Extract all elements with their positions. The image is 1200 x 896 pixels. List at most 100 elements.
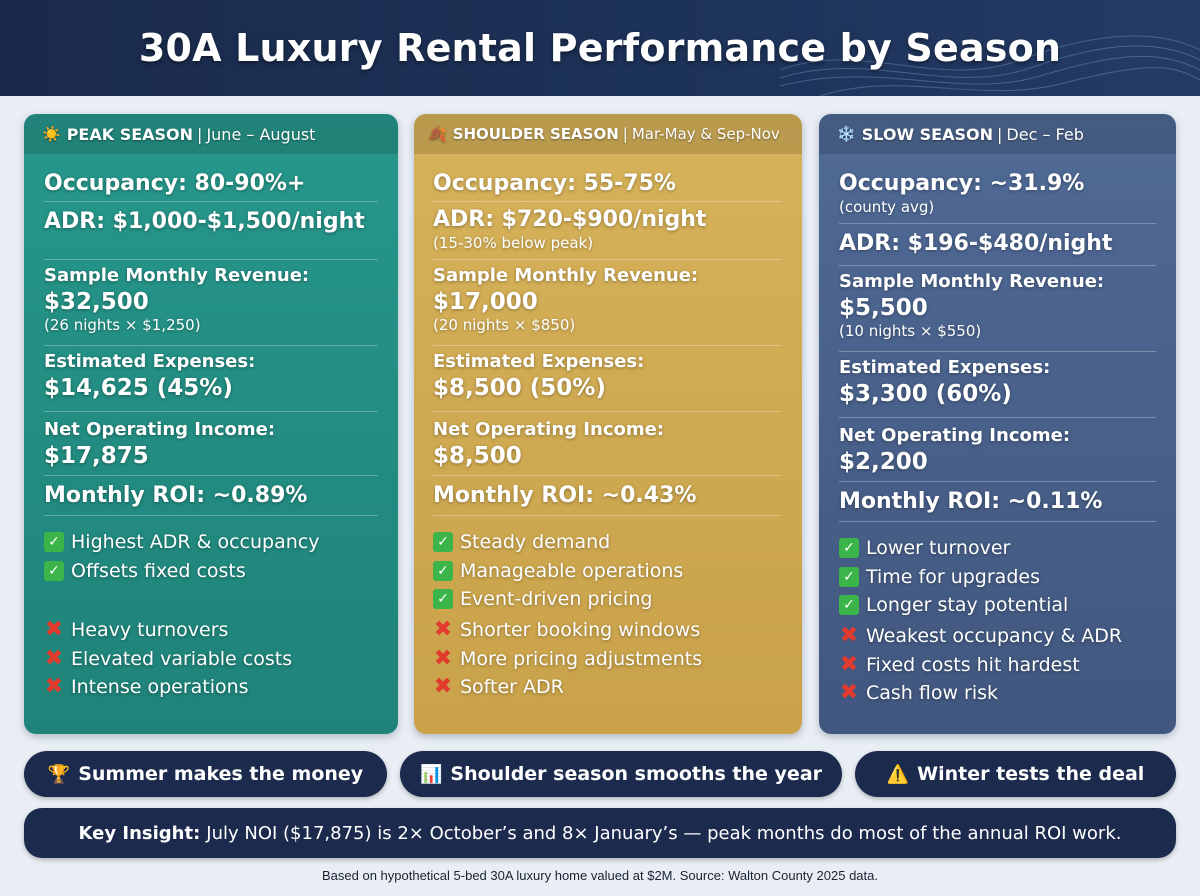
header-banner: 30A Luxury Rental Performance by Season [0,0,1200,96]
list-item: ✖ Cash flow risk [839,680,999,705]
expenses: Estimated Expenses: $3,300 (60%) [839,352,1156,418]
expenses-label: Estimated Expenses: [44,351,256,372]
sun-icon: ☀️ [42,125,61,143]
revenue-value: $32,500 [44,289,149,315]
revenue-label: Sample Monthly Revenue: [839,271,1105,292]
leaf-icon: 🍂 [428,125,447,143]
bar-chart-icon: 📊 [419,763,443,785]
noi-label: Net Operating Income: [44,419,276,440]
pros-list: ✓ Highest ADR & occupancy ✓ Offsets fixed … [44,516,378,612]
cons-list: ✖ Heavy turnovers ✖ Elevated variable cost… [44,612,378,702]
separator: | [997,124,1003,144]
season-name: PEAK SEASON [66,124,194,144]
card-header: ☀️ PEAK SEASON | June – August [24,114,398,154]
takeaway-pills: 🏆 Summer makes the money 📊 Shoulder seas… [24,751,1176,797]
cross-icon: ✖ [433,617,453,642]
cross-icon: ✖ [839,680,859,705]
adr: ADR: $720-$900/night (15-30% below peak) [433,202,782,260]
noi-value: $17,875 [44,443,149,469]
net-operating-income: Net Operating Income: $8,500 [433,412,782,476]
takeaway-summer: 🏆 Summer makes the money [24,751,387,797]
revenue-value: $17,000 [433,289,538,315]
cross-icon: ✖ [433,674,453,699]
monthly-revenue: Sample Monthly Revenue: $32,500 (26 nigh… [44,260,378,346]
expenses: Estimated Expenses: $14,625 (45%) [44,346,378,412]
pros-list: ✓ Lower turnover ✓ Time for upgrades ✓ Long… [839,522,1156,618]
list-item: ✖ More pricing adjustments [433,645,703,671]
occupancy-note: (county avg) [839,198,935,216]
revenue-value: $5,500 [839,295,928,321]
cross-icon: ✖ [44,645,64,671]
list-item: ✖ Weakest occupancy & ADR [839,623,1123,648]
occupancy: Occupancy: ~31.9% (county avg) [839,166,1156,224]
list-item: ✖ Fixed costs hit hardest [839,651,1080,677]
shoulder-season-card: 🍂 SHOULDER SEASON | Mar-May & Sep-Nov Oc… [414,114,802,734]
cross-icon: ✖ [433,645,453,671]
adr: ADR: $1,000-$1,500/night [44,202,378,260]
card-header: 🍂 SHOULDER SEASON | Mar-May & Sep-Nov [414,114,802,154]
revenue-label: Sample Monthly Revenue: [44,265,310,286]
monthly-revenue: Sample Monthly Revenue: $5,500 (10 night… [839,266,1156,352]
cross-icon: ✖ [839,651,859,677]
check-icon: ✓ [433,589,453,610]
list-item: ✓ Offsets fixed costs [44,557,378,586]
insight-label: Key Insight: [78,822,201,844]
separator: | [197,124,203,144]
check-icon: ✓ [433,560,453,581]
expenses: Estimated Expenses: $8,500 (50%) [433,346,782,412]
check-icon: ✓ [839,595,859,616]
net-operating-income: Net Operating Income: $2,200 [839,418,1156,482]
monthly-roi: Monthly ROI: ~0.11% [839,482,1156,522]
monthly-revenue: Sample Monthly Revenue: $17,000 (20 nigh… [433,260,782,346]
cons-list: ✖ Shorter booking windows ✖ More pricing a… [433,612,782,702]
list-item: ✓ Manageable operations [433,557,782,586]
page-title: 30A Luxury Rental Performance by Season [138,26,1062,70]
key-insight-banner: Key Insight: July NOI ($17,875) is 2× Oc… [24,808,1176,858]
check-icon: ✓ [433,532,453,553]
adr-note: (15-30% below peak) [433,234,594,252]
noi-label: Net Operating Income: [433,419,665,440]
takeaway-shoulder: 📊 Shoulder season smooths the year [400,751,842,797]
monthly-roi: Monthly ROI: ~0.43% [433,476,782,516]
pros-list: ✓ Steady demand ✓ Manageable operations ✓ E… [433,516,782,612]
noi-value: $8,500 [433,443,522,469]
net-operating-income: Net Operating Income: $17,875 [44,412,378,476]
season-cards: ☀️ PEAK SEASON | June – August Occupancy… [24,114,1176,734]
card-header: ❄️ SLOW SEASON | Dec – Feb [819,114,1176,154]
list-item: ✖ Intense operations [44,674,249,699]
revenue-note: (10 nights × $550) [839,322,982,340]
monthly-roi: Monthly ROI: ~0.89% [44,476,378,516]
footer-note: Based on hypothetical 5-bed 30A luxury h… [322,868,878,883]
peak-season-card: ☀️ PEAK SEASON | June – August Occupancy… [24,114,398,734]
cross-icon: ✖ [44,674,64,699]
slow-season-card: ❄️ SLOW SEASON | Dec – Feb Occupancy: ~3… [819,114,1176,734]
list-item: ✓ Lower turnover [839,534,1156,563]
list-item: ✓ Event-driven pricing [433,585,782,614]
cons-list: ✖ Weakest occupancy & ADR ✖ Fixed costs hi… [839,618,1156,708]
list-item: ✓ Time for upgrades [839,563,1156,592]
check-icon: ✓ [839,538,859,559]
list-item: ✓ Longer stay potential [839,591,1156,620]
warning-icon: ⚠️ [886,763,910,785]
adr: ADR: $196-$480/night [839,224,1156,266]
noi-value: $2,200 [839,449,928,475]
list-item: ✖ Elevated variable costs [44,645,293,671]
season-name: SLOW SEASON [861,124,994,144]
list-item: ✖ Softer ADR [433,674,564,699]
revenue-label: Sample Monthly Revenue: [433,265,699,286]
expenses-value: $8,500 (50%) [433,375,606,401]
check-icon: ✓ [44,560,64,581]
separator: | [622,125,628,143]
list-item: ✖ Heavy turnovers [44,617,229,642]
list-item: ✓ Steady demand [433,528,782,557]
occupancy: Occupancy: 80-90%+ [44,166,378,202]
takeaway-winter: ⚠️ Winter tests the deal [855,751,1176,797]
snowflake-icon: ❄️ [837,125,856,143]
list-item: ✓ Highest ADR & occupancy [44,528,378,557]
expenses-value: $3,300 (60%) [839,381,1012,407]
season-months: Mar-May & Sep-Nov [631,125,780,143]
adr-value: ADR: $720-$900/night [433,207,707,232]
season-months: Dec – Feb [1006,124,1084,144]
season-months: June – August [206,124,316,144]
list-item: ✖ Shorter booking windows [433,617,701,642]
